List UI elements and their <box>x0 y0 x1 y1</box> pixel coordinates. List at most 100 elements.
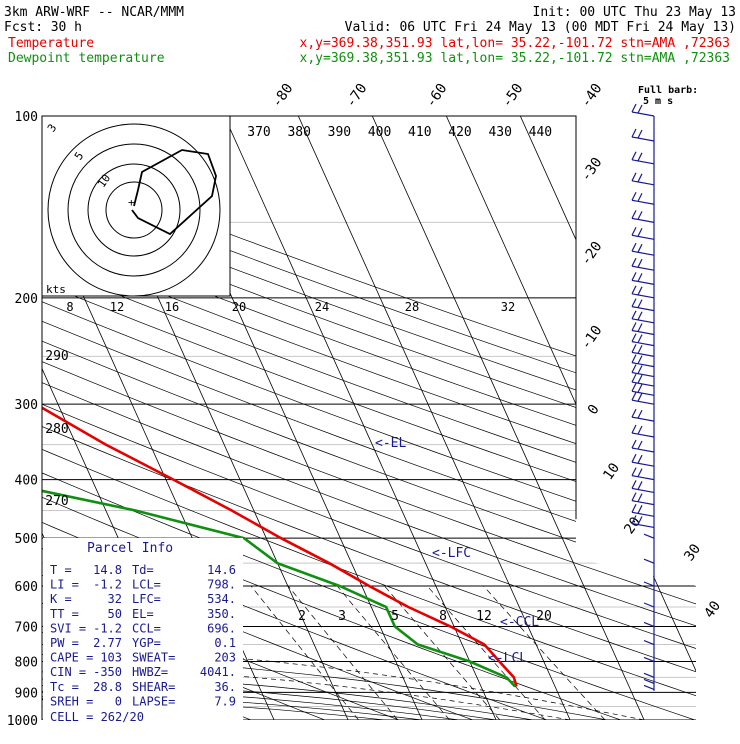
wind-barb-flag <box>637 323 643 332</box>
parcel-row-label-2: EL= <box>132 607 154 621</box>
wind-barb <box>631 250 655 256</box>
parcel-row-label: SREH = <box>50 694 93 708</box>
wind-barb-flag <box>637 454 643 464</box>
wind-barb-flag <box>631 480 637 489</box>
parcel-row-label: CIN = <box>50 665 86 679</box>
temperature-legend: Temperature <box>8 36 94 51</box>
isotherm-label: -20 <box>578 239 606 269</box>
wind-barb <box>631 111 655 117</box>
wind-barb-flag <box>637 425 643 435</box>
wind-barb <box>631 234 655 240</box>
wind-barb <box>631 318 655 324</box>
wind-barb <box>643 533 655 539</box>
wind-barb-flag <box>631 151 637 161</box>
wind-barb-flag <box>631 242 637 252</box>
dry-adiabat <box>42 116 696 720</box>
wind-barb-flag <box>637 173 643 183</box>
full-barb-value: 5 m s <box>643 96 673 107</box>
wind-barb-flag <box>631 424 637 434</box>
isotherm-label: -80 <box>269 81 297 111</box>
isotherm-line <box>445 116 696 720</box>
parcel-row-label-2: LCL= <box>132 578 161 592</box>
mixing-ratio-line <box>384 585 501 720</box>
wind-barb-flag <box>637 104 643 114</box>
wind-barb <box>631 159 655 165</box>
wind-barb <box>631 390 655 396</box>
pressure-tick-label: 300 <box>15 398 38 413</box>
isotherm-label: 10 <box>600 460 623 483</box>
wind-barb <box>631 399 655 405</box>
moist-adiabat <box>42 618 645 720</box>
parcel-info-bg <box>43 538 243 720</box>
dry-adiabat <box>42 116 695 720</box>
cell-label: CELL = 262/20 <box>50 710 144 724</box>
wind-barb <box>643 558 655 564</box>
model-title: 3km ARW-WRF -- NCAR/MMM <box>4 5 184 20</box>
wind-barb-flag <box>631 344 637 353</box>
isotherm-label: 20 <box>621 514 644 537</box>
parcel-row-value-2: 696. <box>207 621 236 635</box>
theta-label: 400 <box>368 125 391 140</box>
theta-label: 440 <box>529 125 552 140</box>
hodograph-trace <box>131 149 217 236</box>
wind-barb-flag <box>637 493 643 502</box>
mixing-ratio-label: 8 <box>439 609 447 624</box>
header: 3km ARW-WRF -- NCAR/MMM Init: 00 UTC Thu… <box>4 5 736 66</box>
parcel-row-value: -1.2 <box>93 621 122 635</box>
wind-barb-flag <box>631 272 637 281</box>
isotherm-label: -60 <box>423 81 451 111</box>
dewpoint-profile <box>42 116 517 688</box>
dewpoint-legend: Dewpoint temperature <box>8 51 165 66</box>
wind-barb-flag <box>637 211 643 220</box>
dry-adiabat <box>42 116 696 720</box>
wind-barb-flag <box>631 172 637 182</box>
wind-barb-flag <box>637 468 643 477</box>
isotherm-line <box>297 116 571 720</box>
isotherm-label: -30 <box>578 155 606 185</box>
hodograph-ring <box>105 181 163 239</box>
wind-barb <box>631 447 655 453</box>
isotherm-label: 0 <box>585 402 603 418</box>
theta-side-label: 280 <box>45 422 68 437</box>
wind-barb-flag <box>637 311 643 321</box>
init-time: Init: 00 UTC Thu 23 May 13 <box>533 5 737 20</box>
wind-barb <box>631 371 655 378</box>
wind-barb <box>631 475 655 481</box>
wind-barb <box>631 362 655 368</box>
hodograph-speed-label: 16 <box>165 300 179 314</box>
wind-barb-flag <box>637 152 643 162</box>
wind-barb <box>631 199 655 205</box>
wind-barb-flag <box>631 391 637 401</box>
pressure-tick-label: 600 <box>15 580 38 595</box>
parcel-row-label: SVI = <box>50 621 86 635</box>
wind-barb <box>631 180 655 186</box>
wind-barb-flag <box>631 408 637 418</box>
dewpoint-meta: x,y=369.38,351.93 lat,lon= 35.22,-101.72… <box>300 51 730 66</box>
parcel-row-value: -1.2 <box>93 578 122 592</box>
wind-barb-flag <box>631 504 637 513</box>
wind-barb <box>643 672 655 678</box>
dry-adiabat <box>42 116 696 720</box>
hodograph-speed-label: 28 <box>405 300 419 314</box>
parcel-row-value-2: 0.1 <box>214 636 236 650</box>
wind-barb-flag <box>637 345 643 354</box>
pressure-tick-label: 800 <box>15 655 38 670</box>
pressure-tick-label: 500 <box>15 532 38 547</box>
pressure-tick-label: 1000 <box>7 714 38 729</box>
parcel-row-label: T = <box>50 563 72 577</box>
mixing-ratio-line <box>336 585 450 720</box>
wind-barb-flag <box>631 322 637 331</box>
mixing-ratio-label: 12 <box>476 609 492 624</box>
wind-barb <box>631 511 655 517</box>
isotherm-line <box>223 116 497 720</box>
isotherm-label: -50 <box>499 81 527 111</box>
theta-label: 370 <box>247 125 270 140</box>
parcel-row-value-2: 798. <box>207 578 236 592</box>
theta-side-label: 290 <box>45 349 68 364</box>
wind-barb <box>631 329 655 336</box>
parcel-row-value-2: 534. <box>207 592 236 606</box>
wind-barb-flag <box>631 257 637 267</box>
parcel-info-box: Parcel Info T = 14.8 Td= 14.6 LI = -1.2 LCL= 798… <box>43 538 243 724</box>
